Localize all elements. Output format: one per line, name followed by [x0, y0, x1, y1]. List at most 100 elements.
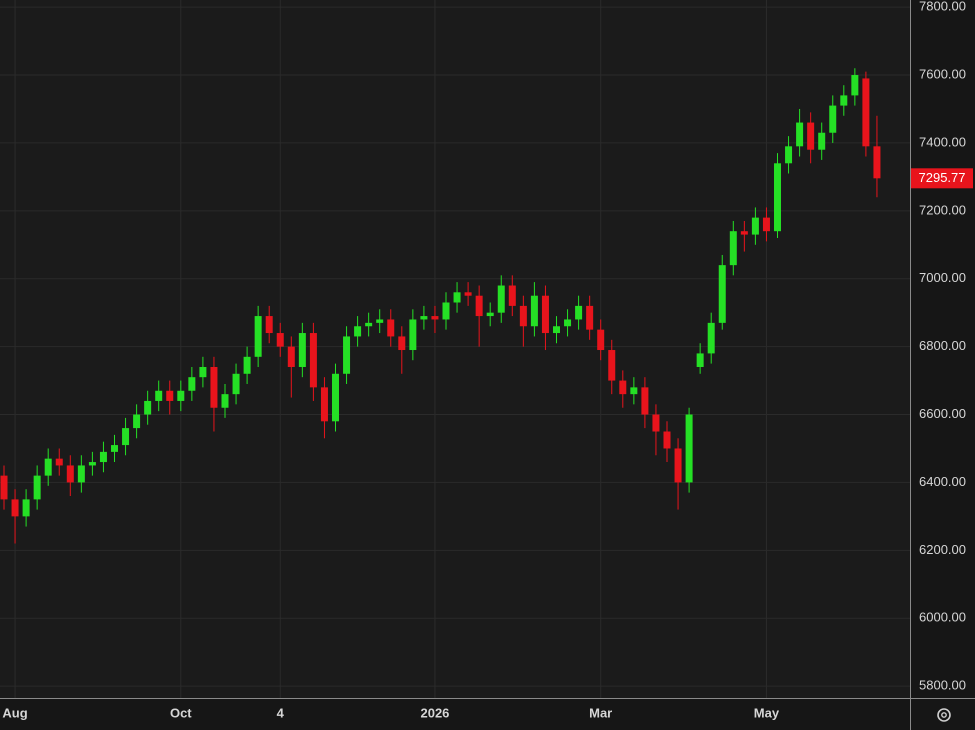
y-tick-label: 5800.00 — [919, 678, 966, 693]
settings-icon-core[interactable] — [941, 712, 947, 718]
candle-body — [718, 265, 726, 323]
candle-body — [553, 326, 560, 334]
y-tick-label: 7000.00 — [919, 270, 966, 285]
candle-body — [55, 458, 63, 466]
candle-body — [88, 462, 96, 466]
candle-body — [133, 414, 141, 429]
y-tick-label: 6400.00 — [919, 474, 966, 489]
candle-body — [575, 305, 583, 320]
candle-body — [166, 390, 174, 401]
candle-body — [320, 387, 328, 422]
candle-body — [177, 390, 185, 401]
candle-body — [210, 366, 218, 408]
candle-body — [332, 373, 339, 422]
candle-body — [619, 380, 627, 395]
candle-body — [398, 336, 406, 351]
candle-body — [497, 285, 505, 313]
candle-body — [486, 312, 494, 317]
x-tick-label: 2026 — [420, 705, 449, 720]
candle-body — [33, 475, 41, 500]
last-price-label: 7295.77 — [919, 170, 966, 185]
settings-icon-ring[interactable] — [937, 708, 951, 722]
candle-body — [541, 295, 549, 334]
candle-body — [586, 305, 594, 330]
candle-body — [862, 78, 870, 147]
candle-body — [807, 122, 815, 150]
candle-body — [44, 458, 52, 476]
candle-body — [442, 302, 450, 320]
y-tick-label: 6200.00 — [919, 542, 966, 557]
candle-body — [829, 105, 837, 133]
candle-body — [729, 231, 737, 266]
candle-body — [840, 95, 848, 106]
candle-body — [11, 499, 19, 517]
y-tick-label: 7600.00 — [919, 66, 966, 81]
y-tick-label: 7200.00 — [919, 202, 966, 217]
candle-body — [99, 451, 107, 463]
candle-body — [464, 292, 472, 296]
candle-body — [66, 465, 74, 483]
candle-body — [796, 122, 804, 147]
candle-body — [111, 445, 118, 452]
candle-body — [254, 316, 262, 357]
x-tick-label: May — [754, 705, 780, 720]
settings-icon[interactable] — [937, 708, 951, 722]
candle-body — [597, 329, 605, 351]
last-price-tag — [911, 168, 973, 189]
candle-body — [365, 322, 373, 327]
candle-body — [420, 316, 428, 320]
candle-body — [751, 217, 759, 235]
candle-body — [155, 390, 163, 401]
candle-body — [663, 431, 671, 449]
candle-body — [77, 465, 85, 483]
candle-body — [22, 499, 30, 517]
candle-body — [298, 333, 306, 367]
candle-body — [232, 373, 240, 395]
y-tick-label: 6600.00 — [919, 406, 966, 421]
candle-body — [453, 292, 461, 303]
candle-body — [685, 414, 693, 483]
candle-body — [707, 322, 715, 354]
candle-body — [122, 428, 130, 446]
candle-body — [674, 448, 682, 483]
candle-body — [740, 231, 748, 235]
candle-body — [608, 350, 616, 381]
candle-body — [508, 285, 516, 306]
candle-body — [309, 333, 317, 388]
candle-body — [221, 394, 229, 408]
candle-body — [851, 75, 859, 96]
candle-body — [243, 356, 251, 374]
y-tick-label: 6000.00 — [919, 610, 966, 625]
candle-body — [343, 336, 351, 374]
candle-body — [652, 414, 660, 432]
candle-body — [431, 316, 439, 320]
y-tick-label: 6800.00 — [919, 338, 966, 353]
candle-body — [873, 146, 881, 179]
x-tick-label: 4 — [277, 705, 285, 720]
candle-body — [265, 316, 273, 334]
y-tick-label: 7400.00 — [919, 134, 966, 149]
candle-body — [199, 366, 207, 378]
candle-body — [519, 305, 527, 327]
y-tick-label: 7800.00 — [919, 0, 966, 14]
candle-body — [630, 387, 638, 395]
x-tick-label: Oct — [170, 705, 192, 720]
candle-body — [785, 146, 793, 164]
plot-background — [0, 0, 910, 698]
candle-body — [276, 333, 284, 347]
candle-body — [641, 387, 649, 415]
candle-body — [530, 295, 538, 327]
candle-body — [0, 475, 8, 500]
candle-body — [696, 353, 704, 367]
candle-body — [818, 132, 826, 150]
candle-body — [409, 319, 417, 351]
candle-body — [287, 346, 295, 367]
candle-body — [354, 326, 362, 337]
x-tick-label: Aug — [2, 705, 27, 720]
candle-body — [564, 319, 572, 327]
x-tick-label: Mar — [589, 705, 612, 720]
candle-body — [762, 217, 770, 232]
candle-body — [188, 377, 196, 391]
